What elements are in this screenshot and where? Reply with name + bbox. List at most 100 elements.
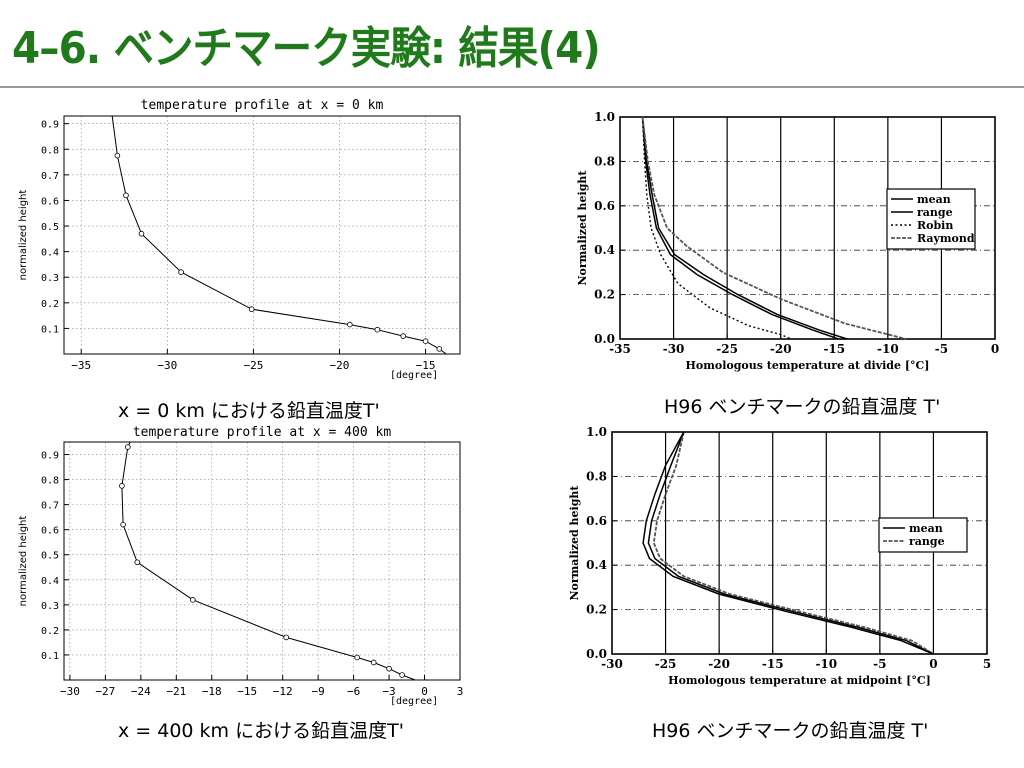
chart-h96-divide: -35 -30 -25 -20 -15 -10 -5 0 0.0 0.2 0.4 0.6 0.8 1.0 H…: [560, 105, 1010, 380]
chart0-x-tick-label: −25: [243, 359, 263, 372]
chart2-x-tick-label: −27: [95, 685, 115, 698]
chart1-y-tick-label: 0.4: [594, 243, 615, 257]
slide-title: 4–6. ベンチマーク実験: 結果(4): [12, 23, 601, 74]
chart2-x-unit-label: [degree]: [390, 696, 438, 707]
chart1-x-tick-label: -30: [663, 342, 685, 356]
chart1-y-tick-label: 0.8: [594, 154, 615, 168]
chart-profile-x0: −35 −30 −25 −20 −15 0.1 0.2 0.3 0.4 0.5 0.6 0.7 0.8 0…: [12, 96, 472, 386]
chart1-x-tick-label: -5: [935, 342, 948, 356]
chart0-y-tick-label: 0.3: [41, 273, 59, 284]
chart3-y-axis-label: Normalized height: [568, 485, 581, 601]
chart1-legend-box: [886, 188, 976, 250]
chart2-series-point: [125, 444, 131, 450]
chart3-x-tick-label: 5: [983, 657, 991, 671]
chart1-y-tick-label: 0.6: [594, 199, 615, 213]
chart0-y-tick-label: 0.5: [41, 222, 59, 233]
chart2-x-tick-label: −9: [312, 685, 325, 698]
chart2-series-line-0: [121, 441, 416, 681]
chart-h96-divide-svg: -35 -30 -25 -20 -15 -10 -5 0 0.0 0.2 0.4 0.6 0.8 1.0 H…: [576, 110, 999, 372]
chart1-series-line-range: [641, 116, 848, 340]
chart2-series-point: [354, 654, 360, 661]
chart0-series-point: [422, 338, 429, 345]
chart0-series-point: [400, 333, 406, 339]
chart0-x-tick-label: −15: [416, 359, 436, 372]
chart2-x-tick-label: 0: [421, 685, 428, 698]
chart2-series-point: [120, 521, 126, 528]
chart0-y-tick-label: 0.8: [41, 145, 59, 156]
chart1-y-tick-label: 0.2: [594, 288, 615, 302]
chart0-y-tick-label: 0.7: [41, 171, 59, 182]
chart1-series-line-mean: [641, 116, 839, 340]
chart3-y-tick-label: 0.0: [586, 647, 607, 661]
chart1-y-tick-label: 0.0: [594, 332, 615, 346]
chart0-series-point: [138, 230, 145, 237]
chart1-x-axis-label: Homologous temperature at divide [°C]: [686, 359, 930, 372]
caption-h96-divide: H96 ベンチマークの鉛直温度 T': [664, 396, 941, 418]
chart0-y-axis-label: normalized height: [18, 190, 29, 281]
chart1-x-tick-label: -25: [716, 342, 738, 356]
chart2-x-tick-label: −30: [60, 685, 80, 698]
chart0-series-line-0: [111, 115, 447, 355]
chart1-legend-label-Raymond: Raymond: [917, 232, 975, 245]
chart1-legend-label-range: range: [917, 206, 953, 219]
chart3-x-tick-label: -20: [708, 657, 730, 671]
chart1-y-tick-label: 1.0: [594, 110, 615, 124]
chart2-y-tick-label: 0.4: [41, 576, 59, 587]
chart3-series-line-mean: [647, 431, 934, 655]
chart3-legend-label-mean: mean: [909, 522, 943, 535]
chart2-series-point: [134, 559, 141, 566]
chart2-x-tick-label: −6: [347, 685, 360, 698]
chart3-x-tick-label: -10: [815, 657, 837, 671]
chart2-x-tick-label: 3: [457, 685, 464, 698]
caption-profile-x0: x = 0 km における鉛直温度T': [118, 400, 380, 422]
chart2-x-tick-label: −21: [166, 685, 186, 698]
chart0-y-tick-label: 0.6: [41, 196, 59, 207]
chart3-legend-label-range: range: [909, 535, 945, 548]
chart2-x-tick-label: −18: [202, 685, 222, 698]
chart2-y-tick-label: 0.5: [41, 551, 59, 562]
chart1-x-tick-label: -15: [823, 342, 845, 356]
caption-profile-x400: x = 400 km における鉛直温度T': [118, 720, 404, 742]
caption-h96-midpoint: H96 ベンチマークの鉛直温度 T': [652, 720, 929, 742]
title-divider: [0, 86, 1024, 88]
chart2-series-point: [386, 665, 392, 672]
chart3-plot-frame: [611, 431, 988, 655]
chart2-title: temperature profile at x = 400 km: [133, 425, 391, 440]
chart2-y-tick-label: 0.9: [41, 451, 59, 462]
chart0-series-point: [347, 321, 353, 328]
chart-profile-x400-svg: −30 −27 −24 −21 −18 −15 −12 −9 −6 −3 0 30.10.20.30.…: [18, 425, 464, 707]
chart-h96-midpoint-svg: -30 -25 -20 -15 -10 -5 0 5 0.0 0.2 0.4 0.6 0.8 1.0 Hom…: [568, 425, 991, 687]
chart2-y-axis-label: normalized height: [18, 516, 29, 607]
chart3-x-tick-label: -30: [601, 657, 623, 671]
chart2-y-tick-label: 0.8: [41, 476, 59, 487]
chart1-x-tick-label: -20: [770, 342, 792, 356]
chart0-series-point: [248, 306, 255, 313]
chart3-x-tick-label: -5: [873, 657, 886, 671]
chart0-plot-frame: [63, 115, 461, 355]
chart2-series-point: [190, 597, 196, 603]
chart1-x-tick-label: -10: [877, 342, 899, 356]
chart2-y-tick-label: 0.2: [41, 626, 59, 637]
chart2-series-point: [119, 483, 125, 489]
chart-profile-x400: −30 −27 −24 −21 −18 −15 −12 −9 −6 −3 0 3 0.1 0.2 0.3 0.…: [12, 422, 472, 712]
chart0-x-tick-label: −30: [157, 359, 177, 372]
chart-profile-x0-svg: −35 −30 −25 −20 −15 0.1 0.2 0.3 0.4 0.5 0.6 0.7 0.8 0…: [18, 98, 461, 381]
chart3-y-tick-label: 0.8: [586, 469, 607, 483]
chart0-y-tick-label: 0.2: [41, 299, 59, 310]
chart-h96-midpoint: -30 -25 -20 -15 -10 -5 0 5 0.0 0.2 0.4 0.6 0.8 1.0 Hom…: [560, 420, 1010, 700]
chart3-y-tick-label: 0.6: [586, 514, 607, 528]
chart2-y-tick-label: 0.3: [41, 601, 59, 612]
chart0-series-point: [436, 346, 443, 352]
chart3-x-tick-label: 0: [929, 657, 937, 671]
chart0-y-tick-label: 0.1: [41, 324, 59, 335]
chart0-y-tick-label: 0.4: [41, 248, 59, 259]
chart2-x-tick-label: −15: [237, 685, 257, 698]
chart0-x-tick-label: −35: [71, 359, 91, 372]
chart2-series-point: [283, 634, 290, 641]
chart2-series-point: [370, 659, 377, 666]
chart3-y-tick-label: 0.2: [586, 603, 607, 617]
chart2-y-tick-label: 0.7: [41, 501, 59, 512]
chart2-x-tick-label: −24: [131, 685, 151, 698]
chart2-x-tick-label: −3: [382, 685, 395, 698]
chart3-x-axis-label: Homologous temperature at midpoint [°C]: [668, 674, 931, 687]
